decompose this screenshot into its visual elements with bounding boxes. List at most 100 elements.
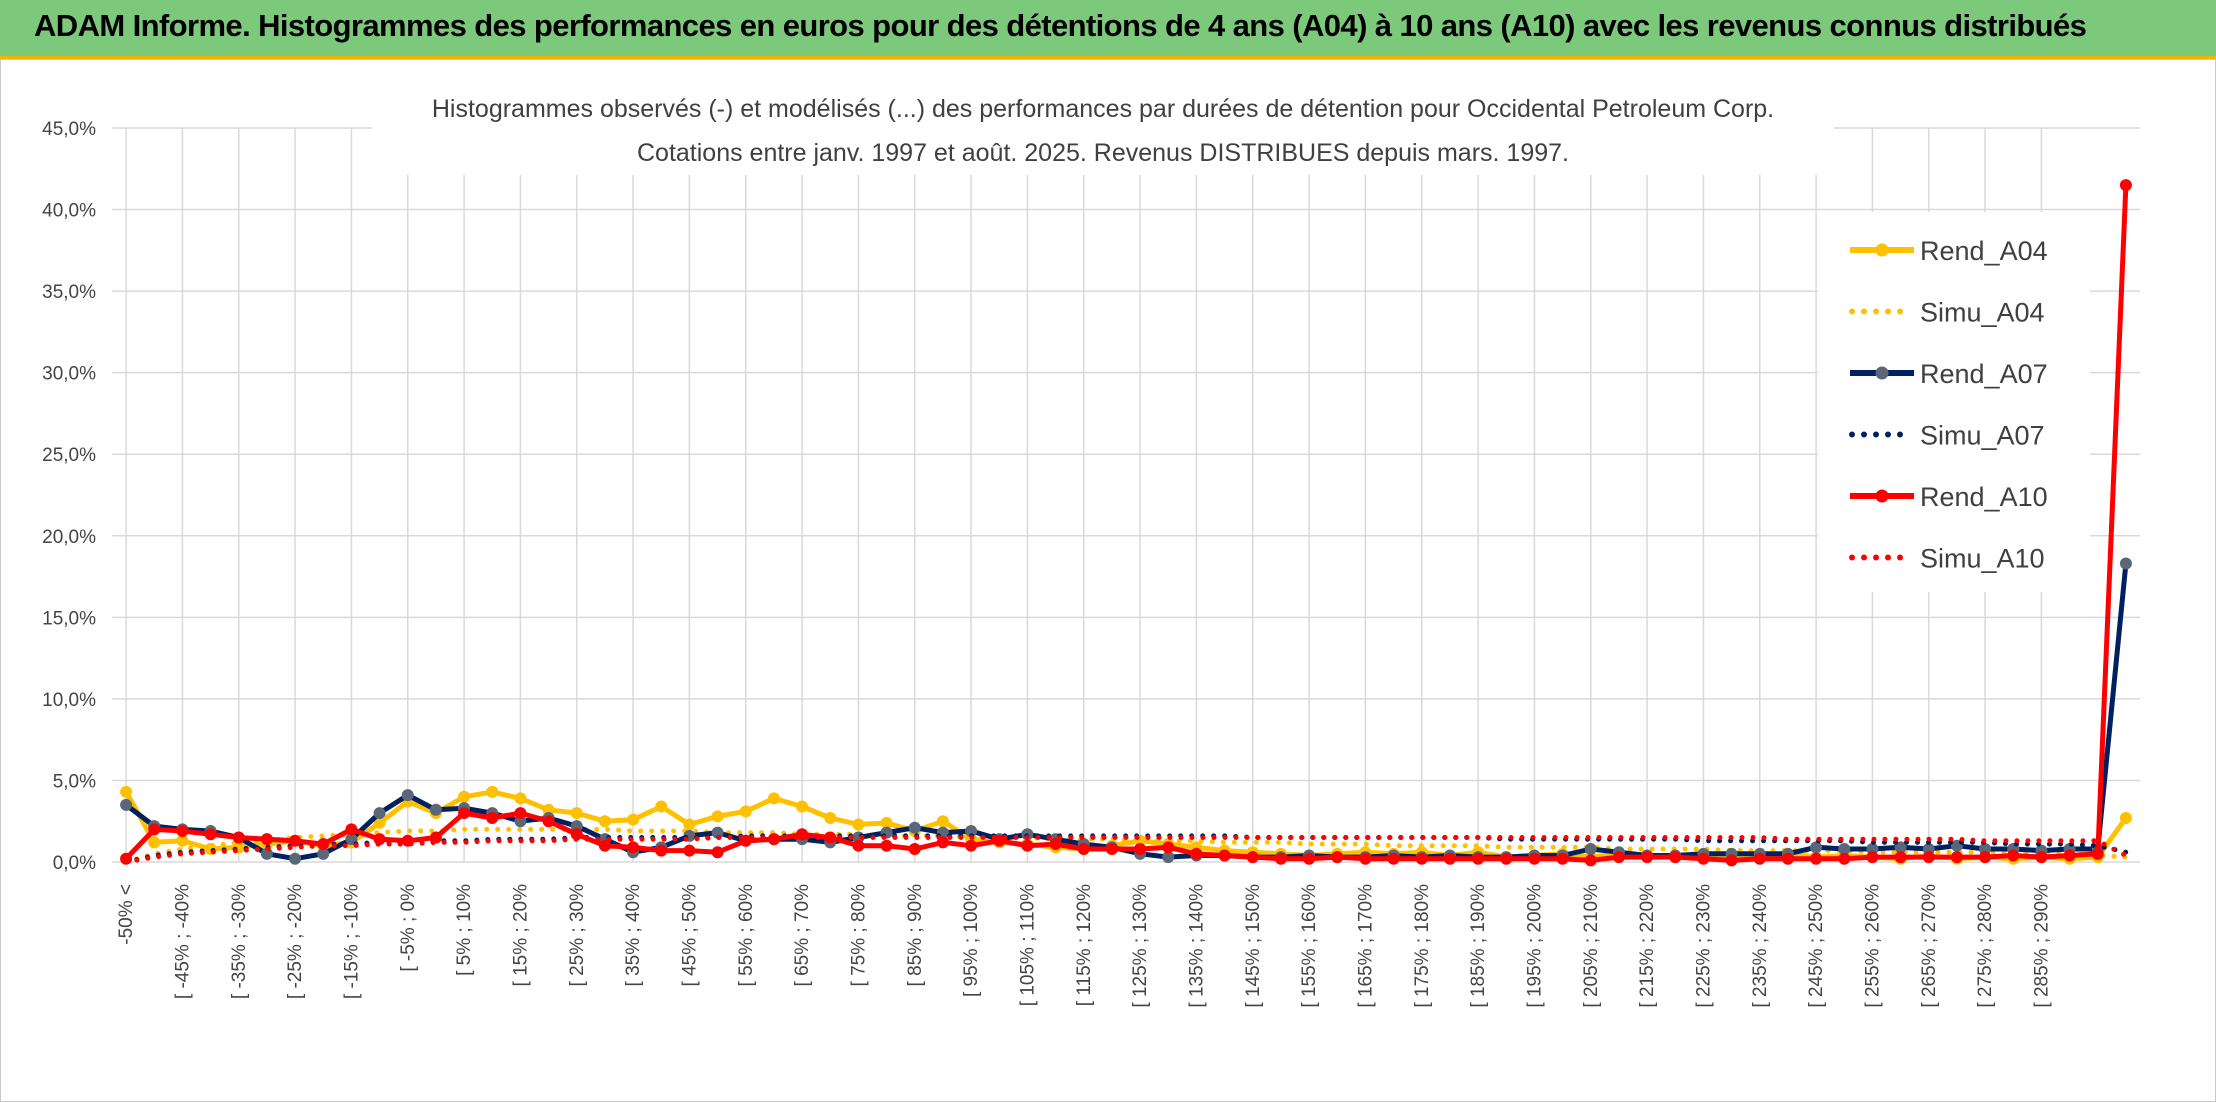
data-point-rend-a10 xyxy=(1134,842,1147,855)
legend-marker-rend-a07 xyxy=(1875,366,1889,380)
y-tick-label: 40,0% xyxy=(42,201,96,222)
data-point-rend-a10 xyxy=(1500,852,1513,865)
legend-marker-rend-a04 xyxy=(1875,243,1889,257)
data-point-rend-a10 xyxy=(1359,852,1372,865)
x-tick-label: [ 265% ; 270% xyxy=(1919,884,1940,1008)
data-point-rend-a07 xyxy=(401,789,414,802)
y-tick-label: 35,0% xyxy=(42,282,96,303)
x-tick-label: [ 155% ; 160% xyxy=(1299,884,1320,1008)
data-point-rend-a04 xyxy=(598,815,611,828)
legend-label-rend-a07: Rend_A07 xyxy=(1920,359,2048,389)
data-point-rend-a07 xyxy=(120,798,133,811)
data-point-rend-a04 xyxy=(655,800,668,813)
data-point-rend-a10 xyxy=(232,831,245,844)
y-tick-label: 5,0% xyxy=(53,771,96,792)
x-tick-label: [ -5% ; 0% xyxy=(398,884,419,972)
data-point-rend-a04 xyxy=(767,792,780,805)
x-tick-label: [ 285% ; 290% xyxy=(2031,884,2052,1008)
x-tick-label: [ 15% ; 20% xyxy=(510,884,531,987)
data-point-rend-a10 xyxy=(1246,851,1259,864)
data-point-rend-a10 xyxy=(1105,842,1118,855)
data-point-rend-a10 xyxy=(993,834,1006,847)
data-point-rend-a10 xyxy=(1274,852,1287,865)
y-tick-label: 30,0% xyxy=(42,364,96,385)
data-point-rend-a10 xyxy=(1669,851,1682,864)
data-point-rend-a10 xyxy=(598,839,611,852)
x-tick-label: [ -35% ; -30% xyxy=(229,884,250,999)
data-point-rend-a04 xyxy=(486,785,499,798)
data-point-rend-a04 xyxy=(739,805,752,818)
data-point-rend-a10 xyxy=(852,839,865,852)
x-tick-label: [ 215% ; 220% xyxy=(1637,884,1658,1008)
legend-label-rend-a10: Rend_A10 xyxy=(1920,482,2048,512)
y-axis: 0,0% 5,0% 10,0% 15,0% 20,0% 25,0% 30,0% 35,0% 40… xyxy=(42,119,96,874)
x-tick-label: [ 175% ; 180% xyxy=(1412,884,1433,1008)
data-point-rend-a10 xyxy=(1303,852,1316,865)
data-point-rend-a04 xyxy=(514,792,527,805)
x-tick-label: [ 185% ; 190% xyxy=(1468,884,1489,1008)
chart-series xyxy=(120,179,2132,867)
data-point-rend-a10 xyxy=(2091,847,2104,860)
data-point-rend-a07 xyxy=(1810,841,1823,854)
data-point-rend-a10 xyxy=(260,833,273,846)
data-point-rend-a10 xyxy=(1077,842,1090,855)
x-tick-label: [ 5% ; 10% xyxy=(454,884,475,976)
data-point-rend-a10 xyxy=(514,807,527,820)
data-point-rend-a10 xyxy=(2119,179,2132,192)
y-tick-label: 20,0% xyxy=(42,527,96,548)
data-point-rend-a10 xyxy=(1218,849,1231,862)
data-point-rend-a10 xyxy=(542,815,555,828)
x-tick-label: [ 85% ; 90% xyxy=(905,884,926,987)
data-point-rend-a10 xyxy=(486,811,499,824)
legend-label-simu-a07: Simu_A07 xyxy=(1920,421,2045,451)
data-point-rend-a10 xyxy=(2035,851,2048,864)
data-point-rend-a10 xyxy=(965,839,978,852)
legend-label-simu-a04: Simu_A04 xyxy=(1920,298,2045,328)
data-point-rend-a10 xyxy=(1753,852,1766,865)
x-axis: -50% < [ -45% ; -40% [ -35% ; -30% [ -25% ;… xyxy=(116,884,2052,1008)
x-tick-label: [ 115% ; 120% xyxy=(1074,884,1095,1006)
data-point-rend-a10 xyxy=(1866,851,1879,864)
data-point-rend-a10 xyxy=(880,839,893,852)
report-title: ADAM Informe. Histogrammes des performan… xyxy=(34,8,2087,43)
report-banner: ADAM Informe. Histogrammes des performan… xyxy=(0,0,2216,59)
data-point-rend-a10 xyxy=(1641,851,1654,864)
data-point-rend-a10 xyxy=(1697,852,1710,865)
y-tick-label: 15,0% xyxy=(42,608,96,629)
data-point-rend-a10 xyxy=(1472,852,1485,865)
data-point-rend-a10 xyxy=(1528,852,1541,865)
data-point-rend-a04 xyxy=(2119,811,2132,824)
x-tick-label: [ 25% ; 30% xyxy=(567,884,588,987)
legend-background xyxy=(1818,212,2090,592)
series-line-rend-a07 xyxy=(124,563,2129,862)
data-point-rend-a10 xyxy=(1443,852,1456,865)
data-point-rend-a10 xyxy=(1979,851,1992,864)
x-tick-label: [ -15% ; -10% xyxy=(341,884,362,999)
x-tick-label: [ 275% ; 280% xyxy=(1975,884,1996,1008)
chart-subtitle: Cotations entre janv. 1997 et août. 2025… xyxy=(637,139,1569,167)
data-point-rend-a10 xyxy=(2063,849,2076,862)
data-point-rend-a10 xyxy=(458,807,471,820)
data-point-rend-a10 xyxy=(1190,847,1203,860)
data-point-rend-a10 xyxy=(1950,851,1963,864)
x-tick-label: [ 165% ; 170% xyxy=(1355,884,1376,1008)
data-point-rend-a07 xyxy=(373,807,386,820)
x-tick-label: [ 95% ; 100% xyxy=(961,884,982,997)
x-tick-label: [ 125% ; 130% xyxy=(1130,884,1151,1008)
x-tick-label: [ 55% ; 60% xyxy=(736,884,757,987)
x-tick-label: [ 45% ; 50% xyxy=(679,884,700,987)
data-point-rend-a04 xyxy=(824,811,837,824)
chart-title: Histogrammes observés (-) et modélisés (… xyxy=(432,95,1774,123)
x-tick-label: [ 35% ; 40% xyxy=(623,884,644,987)
data-point-rend-a10 xyxy=(2007,849,2020,862)
x-tick-label: [ -45% ; -40% xyxy=(172,884,193,999)
data-point-rend-a10 xyxy=(345,823,358,836)
data-point-rend-a10 xyxy=(1894,851,1907,864)
x-tick-label: [ 65% ; 70% xyxy=(792,884,813,987)
series-line-simu-a10 xyxy=(123,835,2129,865)
title-background xyxy=(372,83,1834,175)
x-tick-label: [ 145% ; 150% xyxy=(1243,884,1264,1008)
data-point-rend-a07 xyxy=(429,803,442,816)
data-point-rend-a10 xyxy=(627,841,640,854)
x-tick-label: [ 105% ; 110% xyxy=(1017,884,1038,1006)
